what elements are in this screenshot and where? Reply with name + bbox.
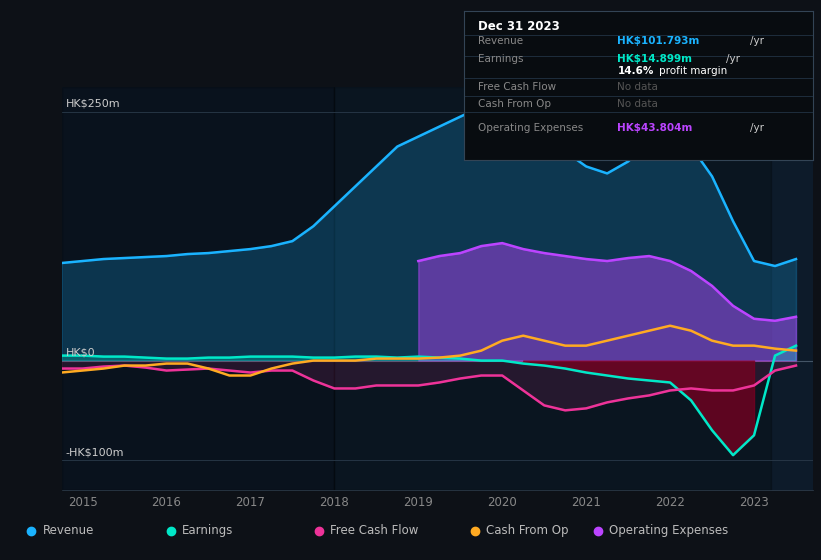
Text: No data: No data xyxy=(617,82,658,92)
Text: Earnings: Earnings xyxy=(182,524,234,538)
Text: Earnings: Earnings xyxy=(478,54,523,64)
Text: Cash From Op: Cash From Op xyxy=(486,524,568,538)
Text: Operating Expenses: Operating Expenses xyxy=(478,123,583,133)
Text: HK$101.793m: HK$101.793m xyxy=(617,36,699,46)
Text: 14.6%: 14.6% xyxy=(617,66,654,76)
Text: /yr: /yr xyxy=(750,123,764,133)
Text: Revenue: Revenue xyxy=(43,524,94,538)
Text: Dec 31 2023: Dec 31 2023 xyxy=(478,20,560,33)
Text: HK$0: HK$0 xyxy=(66,348,95,358)
Text: Operating Expenses: Operating Expenses xyxy=(609,524,728,538)
Text: HK$14.899m: HK$14.899m xyxy=(617,54,692,64)
Text: HK$43.804m: HK$43.804m xyxy=(617,123,693,133)
Text: Revenue: Revenue xyxy=(478,36,523,46)
Text: -HK$100m: -HK$100m xyxy=(66,447,124,457)
Text: No data: No data xyxy=(617,99,658,109)
Text: /yr: /yr xyxy=(750,36,764,46)
Text: Free Cash Flow: Free Cash Flow xyxy=(478,82,556,92)
Text: profit margin: profit margin xyxy=(659,66,727,76)
Text: Cash From Op: Cash From Op xyxy=(478,99,551,109)
Text: HK$250m: HK$250m xyxy=(66,99,121,109)
Text: /yr: /yr xyxy=(726,54,740,64)
Text: Free Cash Flow: Free Cash Flow xyxy=(330,524,419,538)
